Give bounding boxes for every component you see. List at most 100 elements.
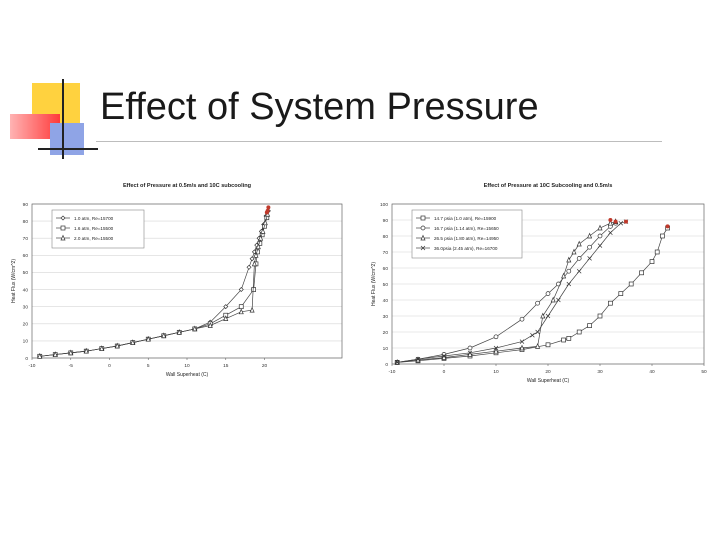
legend-marker xyxy=(60,225,66,231)
series-1-point xyxy=(628,281,634,287)
x-tick-label: 30 xyxy=(597,369,603,375)
y-tick-label: 100 xyxy=(380,202,388,208)
series-4-point xyxy=(597,243,603,248)
decor-horizontal-line xyxy=(38,148,98,150)
plot-frame xyxy=(391,203,705,365)
y-tick-label: 60 xyxy=(383,266,389,272)
series-3-point xyxy=(519,344,525,351)
series-1-point xyxy=(223,304,229,310)
series-1-point xyxy=(238,287,244,293)
legend-marker xyxy=(420,234,426,241)
series-4-point xyxy=(467,350,473,356)
series-3-point xyxy=(550,296,556,303)
decor-blue-square xyxy=(50,123,84,155)
series-3-point xyxy=(68,349,74,356)
series-1-point xyxy=(249,256,255,262)
series-2-point xyxy=(566,268,572,274)
series-4-point xyxy=(545,313,551,319)
legend-marker xyxy=(60,215,66,221)
series-4-point xyxy=(493,345,499,351)
y-tick-label: 0 xyxy=(25,356,28,362)
series-4-point xyxy=(618,220,624,226)
legend-label: 16.7 psia (1.14 atm), Re=15650 xyxy=(434,226,499,231)
y-tick-label: 70 xyxy=(383,250,389,256)
decor-vertical-line xyxy=(62,79,64,159)
legend-label: 26.5 psia (1.80 atm), Re=14950 xyxy=(434,236,499,241)
series-2-point xyxy=(251,287,256,292)
series-2-point xyxy=(587,244,592,250)
series-3-point xyxy=(223,315,229,321)
series-3-point xyxy=(597,224,603,231)
series-1-point xyxy=(649,259,655,264)
x-tick-label: 15 xyxy=(223,363,229,369)
series-line-3 xyxy=(39,214,268,357)
series-4-point xyxy=(608,230,613,236)
series-4-point xyxy=(587,256,592,261)
series-2-point xyxy=(545,291,551,296)
legend-marker xyxy=(60,234,66,241)
series-3-point xyxy=(561,272,567,279)
y-tick-label: 90 xyxy=(23,202,29,208)
series-3-point xyxy=(253,251,259,258)
y-tick-label: 10 xyxy=(383,346,389,352)
chf-point xyxy=(266,205,271,210)
chf-point xyxy=(613,219,618,224)
series-3-point xyxy=(566,256,572,263)
series-4-point xyxy=(530,332,535,338)
series-3-point xyxy=(176,328,182,335)
legend-label: 14.7 psia (1.0 atm), Re=15900 xyxy=(434,216,497,221)
series-3-point xyxy=(587,232,593,239)
series-1-point xyxy=(587,323,592,328)
series-3-point xyxy=(571,248,577,255)
series-3-point xyxy=(192,325,198,332)
series-3-point xyxy=(255,243,261,250)
y-tick-label: 30 xyxy=(383,314,389,320)
series-3-point xyxy=(535,343,541,349)
series-2-point xyxy=(467,345,473,351)
chf-point xyxy=(624,219,628,224)
x-tick-label: 40 xyxy=(649,369,655,375)
y-tick-label: 40 xyxy=(383,298,389,304)
x-tick-label: 10 xyxy=(184,363,190,369)
series-1-point xyxy=(654,249,660,255)
y-tick-label: 30 xyxy=(23,304,29,310)
y-tick-label: 90 xyxy=(383,218,389,224)
y-tick-label: 40 xyxy=(23,287,29,293)
legend-box xyxy=(411,209,523,259)
series-3-point xyxy=(251,260,257,267)
series-1-point xyxy=(566,336,572,341)
series-2-point xyxy=(493,334,499,340)
series-3-point xyxy=(249,306,255,313)
series-1-point xyxy=(608,300,613,306)
series-3-point xyxy=(161,332,167,339)
series-1-point xyxy=(660,233,665,239)
chf-point xyxy=(265,208,270,213)
x-tick-label: 50 xyxy=(701,369,707,375)
x-tick-label: -10 xyxy=(389,369,396,375)
series-3-point xyxy=(37,352,43,359)
y-tick-label: 0 xyxy=(385,362,388,368)
legend-label: 2.0 atm, Re=15500 xyxy=(74,236,114,241)
chf-point xyxy=(665,224,670,229)
legend-label: 1.6 atm, Re=15500 xyxy=(74,226,114,231)
series-1-point xyxy=(576,329,582,335)
series-4-point xyxy=(556,297,561,303)
series-2-point xyxy=(535,300,540,306)
legend-label: 36.0psia (2.45 atm), Re=16700 xyxy=(434,246,498,251)
series-1-point xyxy=(545,342,551,348)
series-3-point xyxy=(576,240,582,247)
series-1-point xyxy=(639,270,644,276)
series-3-point xyxy=(114,342,120,349)
series-1-point xyxy=(246,264,252,270)
slide-title: Effect of System Pressure xyxy=(100,86,539,128)
series-3-point xyxy=(258,234,264,241)
y-tick-label: 50 xyxy=(23,270,29,276)
chart-right: Effect of Pressure at 10C Subcooling and… xyxy=(371,183,707,384)
chart-left: Effect of Pressure at 0.5m/s and 10C sub… xyxy=(11,183,343,378)
x-axis-label: Wall Superheat (C) xyxy=(527,378,570,384)
series-3-point xyxy=(607,219,613,226)
y-tick-label: 10 xyxy=(23,339,29,345)
x-tick-label: -10 xyxy=(29,363,36,369)
series-2-point xyxy=(597,233,603,239)
series-3-point xyxy=(83,347,89,354)
